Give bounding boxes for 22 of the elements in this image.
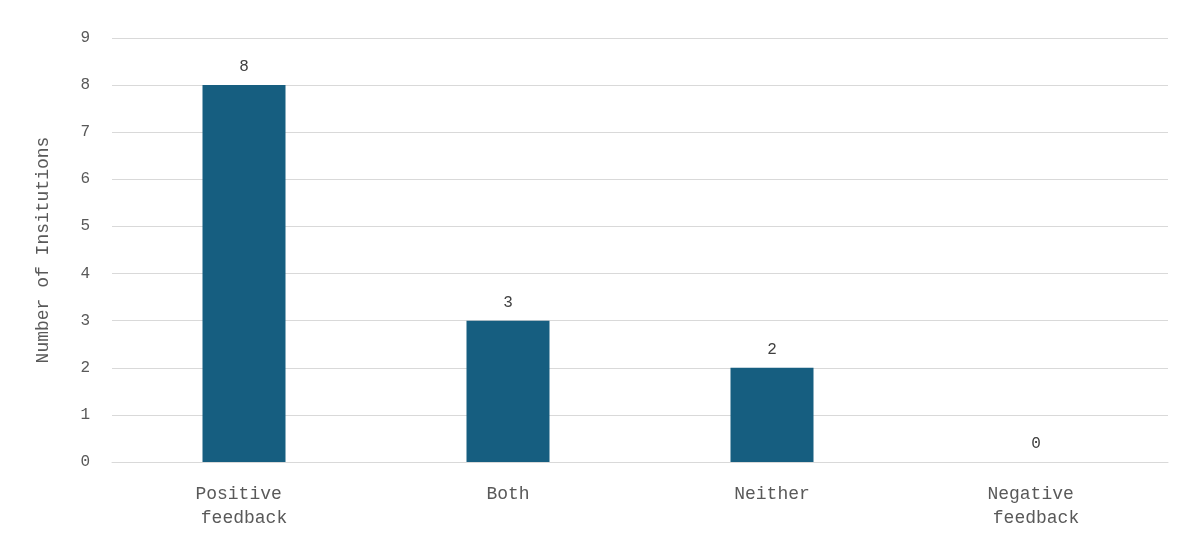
y-tick-label: 1: [80, 405, 90, 424]
y-tick-label: 2: [80, 358, 90, 377]
x-tick-label: Neither: [734, 484, 810, 504]
data-label: 3: [503, 293, 513, 312]
y-tick-label: 3: [80, 311, 90, 330]
y-tick-label: 5: [80, 217, 90, 236]
x-tick-label: Positive feedback: [195, 484, 293, 528]
x-tick-label: Negative feedback: [987, 484, 1085, 528]
data-label: 0: [1031, 435, 1041, 453]
y-tick-label: 8: [80, 76, 90, 95]
bar: [466, 320, 550, 462]
y-tick-label: 7: [80, 123, 90, 142]
y-tick-label: 0: [80, 453, 90, 471]
bar: [730, 367, 814, 462]
y-tick-label: 4: [80, 264, 90, 283]
x-tick-label: Both: [486, 484, 530, 504]
data-label: 2: [767, 340, 777, 359]
y-axis-title: Number of Insitutions: [33, 136, 53, 364]
data-label: 8: [239, 58, 249, 77]
y-tick-label: 6: [80, 170, 90, 189]
bar: [202, 85, 286, 462]
y-tick-label: 9: [80, 29, 90, 47]
